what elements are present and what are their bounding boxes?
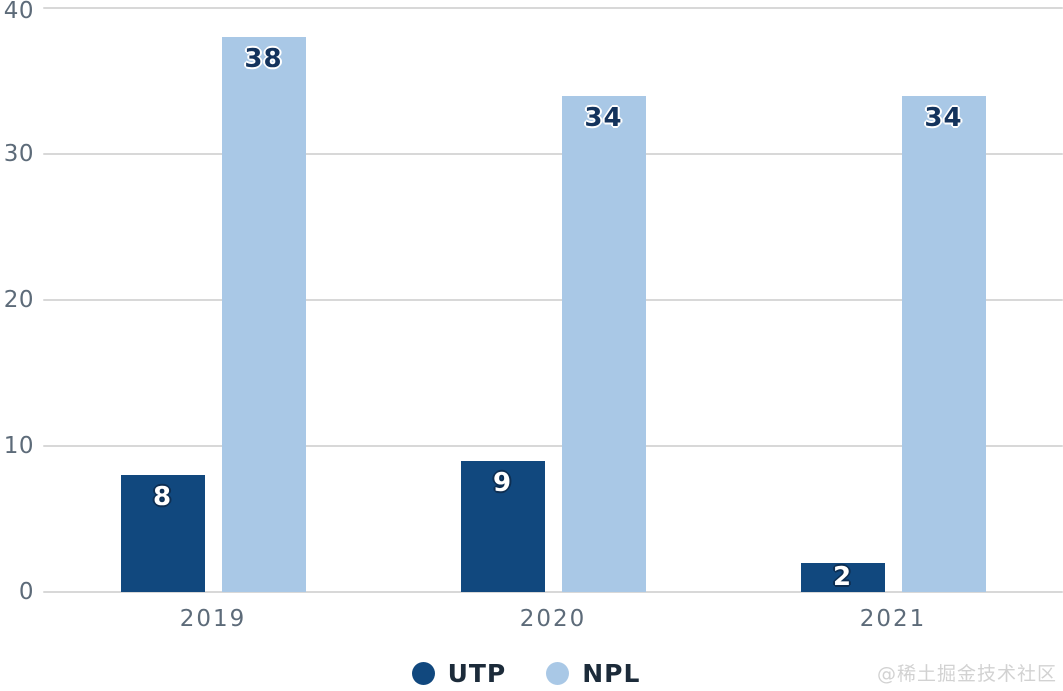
bar-npl-2021[interactable] (901, 95, 986, 592)
watermark: @稀土掘金技术社区 (876, 663, 1057, 685)
x-axis-tick-2021: 2021 (859, 606, 927, 632)
legend-item-utp: UTP (411, 659, 507, 688)
bar-utp-2019[interactable] (120, 475, 205, 592)
bar-value-label-utp-2020: 9 (492, 467, 513, 498)
y-axis-tick-10: 10 (3, 433, 34, 459)
gridline-0 (43, 591, 1063, 593)
bar-value-label-utp-2021: 2 (832, 562, 853, 592)
y-axis-tick-40: 40 (3, 0, 34, 24)
bar-value-label-utp-2019: 8 (152, 482, 173, 513)
bar-utp-2020[interactable] (460, 460, 545, 592)
bar-value-label-npl-2020: 34 (584, 102, 623, 133)
y-axis-tick-0: 0 (18, 579, 34, 605)
legend-swatch-utp-circle-icon (411, 662, 435, 685)
bar-npl-2019[interactable] (221, 37, 306, 592)
bar-value-label-npl-2019: 38 (244, 44, 283, 75)
x-axis-tick-2020: 2020 (519, 606, 587, 632)
chart-legend: UTP NPL (0, 659, 1052, 688)
bar-value-label-npl-2021: 34 (924, 102, 963, 133)
y-axis-tick-20: 20 (3, 287, 34, 313)
x-axis-tick-2019: 2019 (179, 606, 247, 632)
gridline-40 (43, 7, 1063, 9)
legend-label-npl: NPL (582, 659, 641, 688)
legend-label-utp: UTP (447, 659, 507, 688)
gridline-20 (43, 299, 1063, 301)
bar-npl-2020[interactable] (561, 95, 646, 592)
legend-item-npl: NPL (546, 659, 640, 688)
bar-utp-2021[interactable] (800, 562, 885, 592)
legend-swatch-npl-circle-icon (546, 662, 570, 685)
y-axis-tick-30: 30 (3, 141, 34, 167)
gridline-10 (43, 445, 1063, 447)
gridline-30 (43, 153, 1063, 155)
